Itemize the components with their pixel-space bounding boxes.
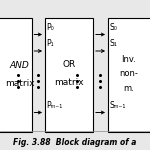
- Text: Inv.: Inv.: [122, 56, 136, 64]
- Text: P₁: P₁: [46, 39, 54, 48]
- Text: m.: m.: [124, 84, 134, 93]
- Text: matrix: matrix: [54, 78, 84, 87]
- Text: Pₘ₋₁: Pₘ₋₁: [46, 100, 63, 109]
- Text: matrix: matrix: [5, 80, 34, 88]
- Bar: [0, 18, 32, 132]
- Text: S₁: S₁: [110, 39, 117, 48]
- Text: Fig. 3.88  Block diagram of a: Fig. 3.88 Block diagram of a: [13, 138, 137, 147]
- Text: non-: non-: [120, 69, 138, 78]
- Text: OR: OR: [62, 60, 76, 69]
- Text: AND: AND: [10, 61, 29, 70]
- Text: P₀: P₀: [46, 22, 54, 32]
- Bar: [108, 18, 150, 132]
- Text: S₀: S₀: [110, 22, 117, 32]
- Text: Sₘ₋₁: Sₘ₋₁: [110, 100, 126, 109]
- Bar: [45, 18, 93, 132]
